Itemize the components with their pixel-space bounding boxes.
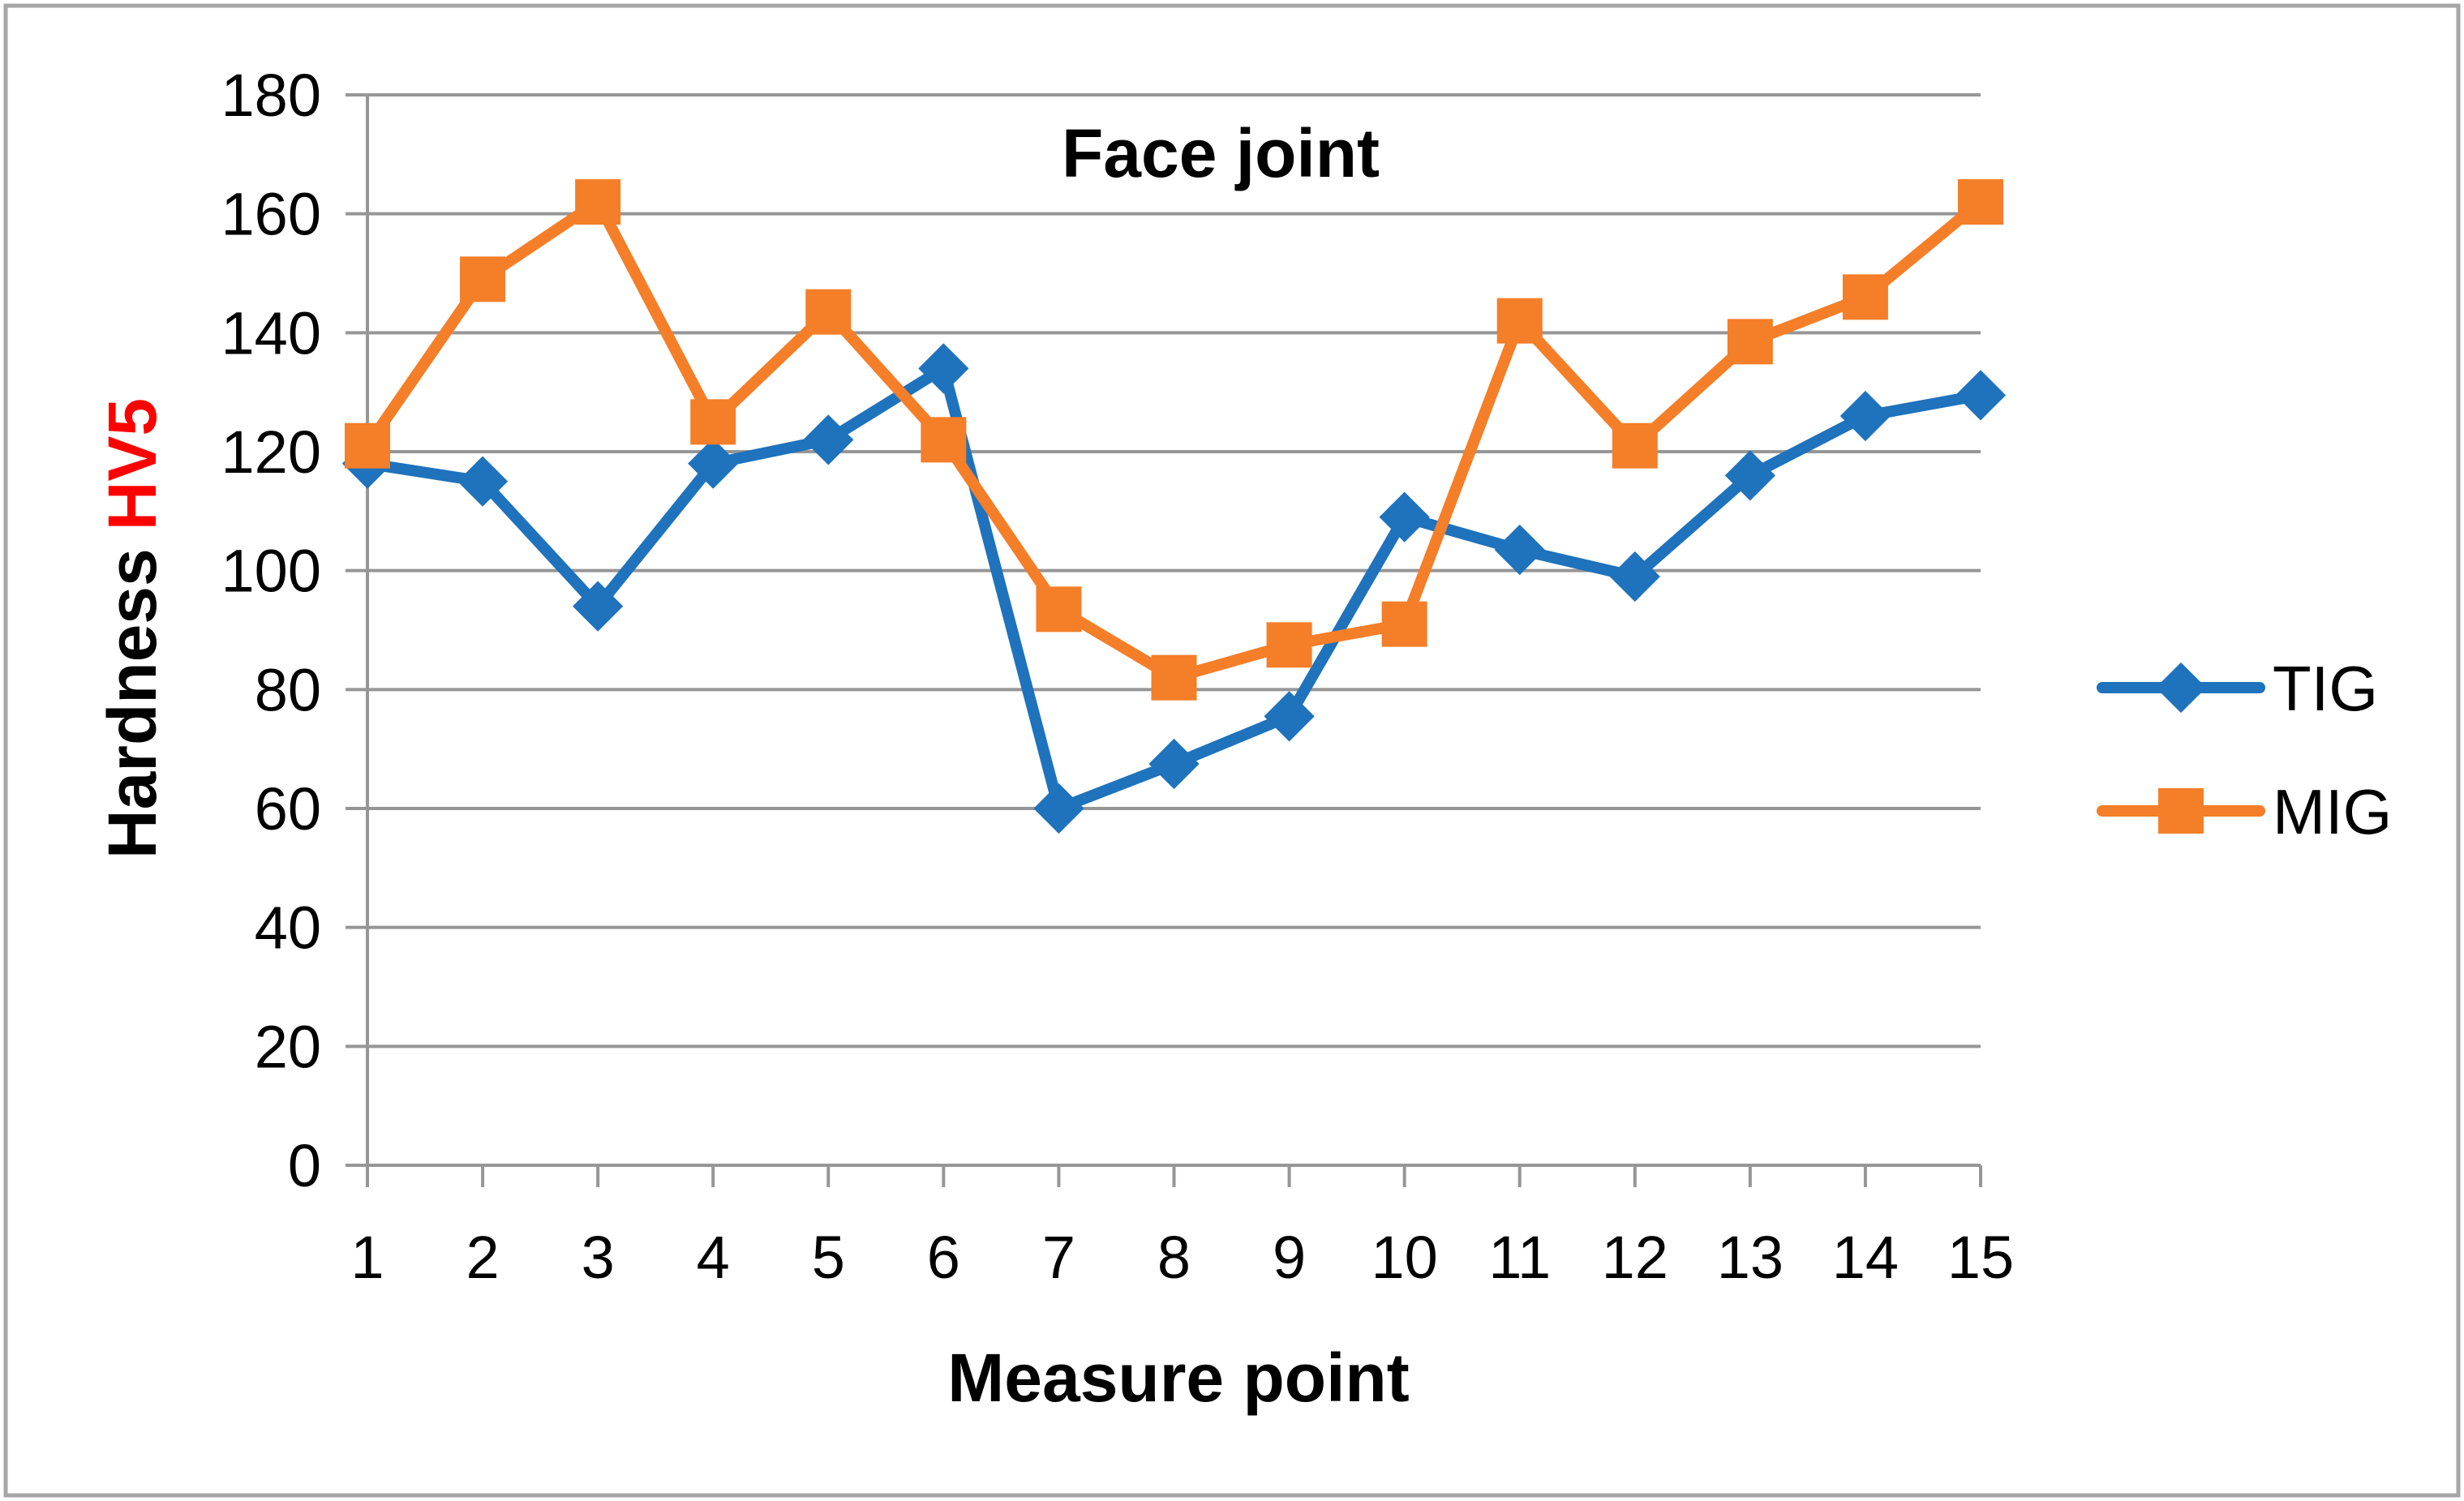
marker-mig: [1842, 274, 1888, 320]
x-tick-label: 6: [927, 1224, 960, 1291]
marker-mig: [921, 417, 967, 463]
marker-mig: [1727, 319, 1773, 365]
chart-title: Face joint: [1062, 115, 1380, 191]
marker-mig: [690, 399, 736, 445]
y-tick-label: 40: [255, 894, 321, 962]
marker-mig: [805, 289, 852, 335]
marker-mig: [575, 179, 621, 225]
y-tick-label: 120: [221, 418, 321, 486]
marker-mig: [460, 256, 506, 302]
marker-mig: [1266, 622, 1312, 668]
x-tick-label: 4: [697, 1224, 730, 1291]
x-tick-label: 5: [812, 1224, 845, 1291]
marker-tig: [918, 343, 969, 394]
y-tick-label: 80: [255, 656, 321, 723]
x-axis-title: Measure point: [947, 1340, 1409, 1416]
marker-tig: [573, 581, 624, 632]
chart-border: [3, 3, 2461, 1498]
axis-layer: [366, 95, 1982, 1187]
legend-marker-tig: [2155, 662, 2207, 714]
marker-tig: [1264, 691, 1315, 742]
marker-mig: [1381, 601, 1427, 647]
y-tick-label: 0: [288, 1132, 321, 1199]
y-tick-label: 160: [221, 181, 321, 248]
marker-tig: [1033, 783, 1084, 834]
y-axis-title: Hardness HV5: [94, 398, 170, 859]
marker-mig: [345, 422, 390, 469]
y-tick-label: 140: [221, 299, 321, 367]
grid-layer: [346, 93, 1981, 1167]
x-tick-label: 14: [1832, 1224, 1899, 1291]
marker-tig: [1379, 491, 1430, 543]
marker-mig: [1151, 654, 1197, 701]
x-tick-label: 2: [466, 1224, 499, 1291]
marker-tig: [688, 438, 739, 489]
x-tick-label: 10: [1371, 1224, 1437, 1291]
legend-label-tig: TIG: [2273, 653, 2378, 724]
marker-tig: [1839, 390, 1891, 442]
legend-layer: [2097, 662, 2265, 834]
marker-tig: [1609, 551, 1660, 603]
x-tick-label: 11: [1488, 1224, 1551, 1291]
x-tick-label: 12: [1602, 1224, 1668, 1291]
x-tick-label: 7: [1042, 1224, 1075, 1291]
x-tick-label: 3: [582, 1224, 615, 1291]
y-tick-label: 100: [221, 538, 321, 605]
series-layer: [341, 179, 2007, 834]
x-tick-label: 1: [350, 1224, 384, 1291]
legend-label-mig: MIG: [2273, 776, 2392, 847]
y-tick-label: 60: [255, 775, 321, 843]
y-tick-label: 20: [255, 1013, 321, 1080]
y-axis-title-unit: HV5: [94, 398, 170, 530]
marker-mig: [1958, 179, 2003, 225]
marker-mig: [1612, 422, 1658, 469]
marker-mig: [1496, 298, 1543, 344]
marker-tig: [457, 456, 509, 507]
y-axis-title-main: Hardness: [94, 548, 170, 859]
x-tick-label: 13: [1717, 1224, 1784, 1291]
x-tick-label: 8: [1157, 1224, 1191, 1291]
marker-tig: [1148, 738, 1200, 790]
marker-tig: [1724, 450, 1775, 501]
x-tick-label: 15: [1947, 1224, 2014, 1291]
legend-marker-mig: [2158, 788, 2204, 834]
y-tick-label: 180: [221, 62, 321, 129]
marker-tig: [1494, 524, 1545, 576]
marker-tig: [1955, 370, 2007, 421]
x-tick-label: 9: [1273, 1224, 1306, 1291]
marker-mig: [1036, 586, 1082, 633]
marker-tig: [803, 414, 854, 465]
